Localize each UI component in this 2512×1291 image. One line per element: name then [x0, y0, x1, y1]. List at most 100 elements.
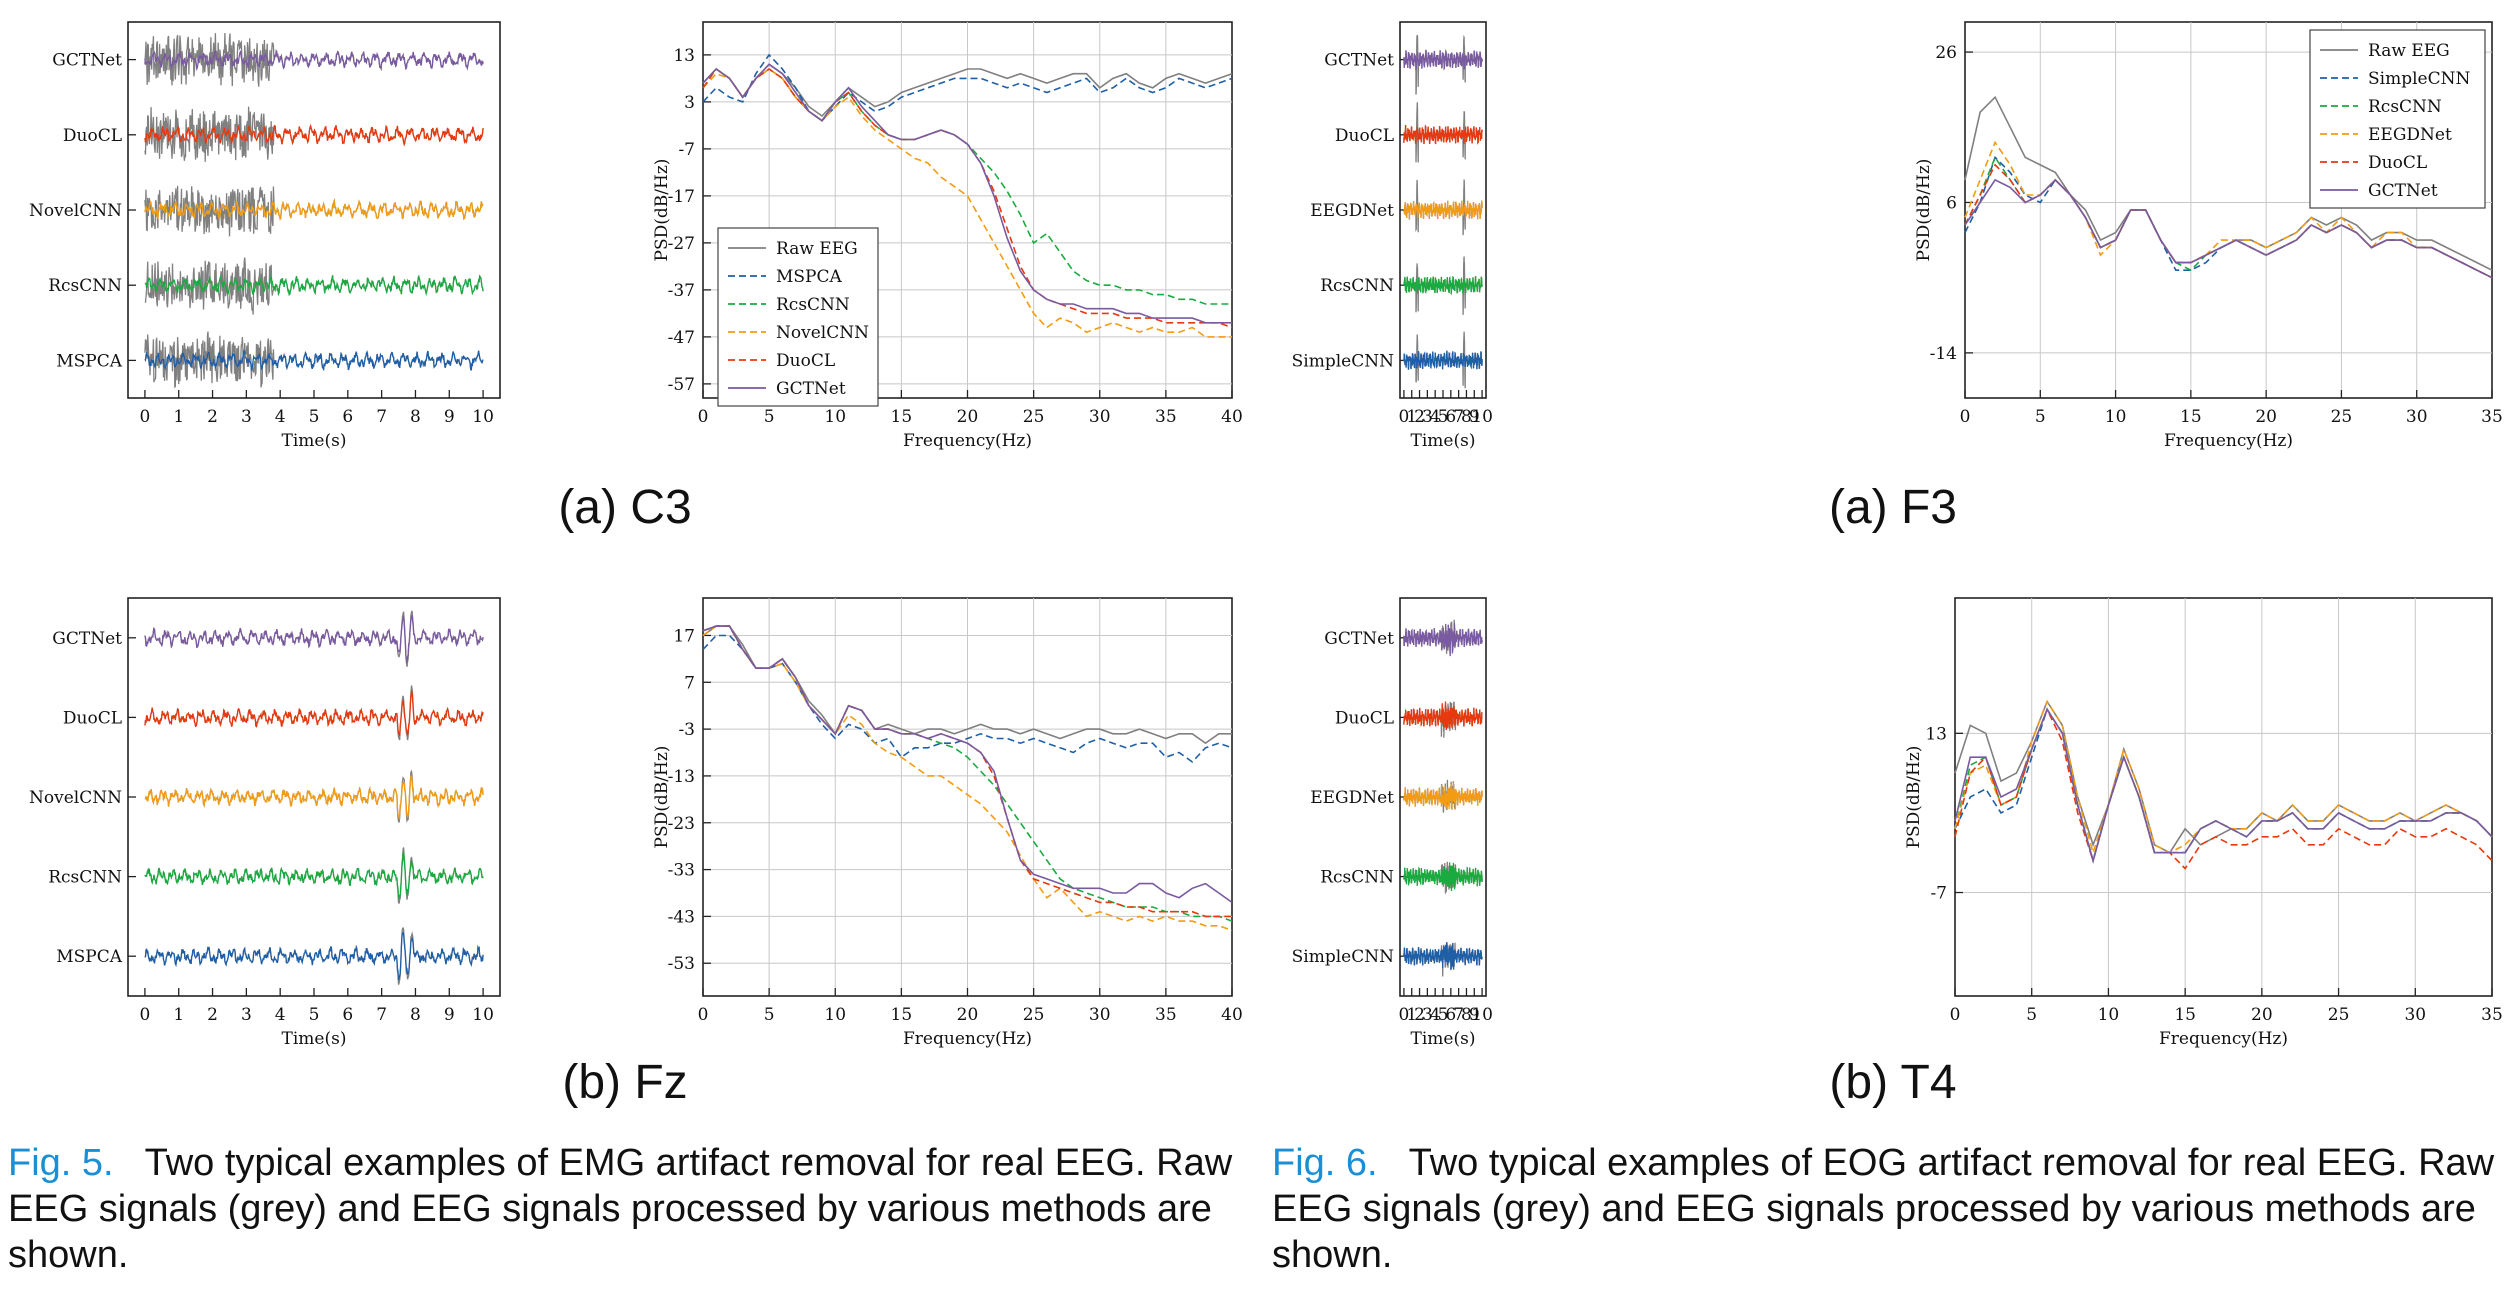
x-tick-label-t4-time-0: 0 [1398, 1005, 1409, 1025]
x-tick-label-c3-psd-15: 15 [891, 407, 913, 427]
x-tick-label-c3-psd-35: 35 [1155, 407, 1177, 427]
x-tick-label-fz-psd-35: 35 [1155, 1005, 1177, 1025]
series-line-c3-psd-gctnet [702, 63, 1232, 324]
y-tick-label-fz-psd--3: -3 [678, 720, 695, 740]
x-tick-label-t4-time-5: 5 [1438, 1005, 1449, 1025]
x-tick-label-fz-time-8: 8 [410, 1005, 421, 1025]
x-tick-label-f3-time-3: 3 [1422, 407, 1433, 427]
series-line-t4-psd-duocl [1954, 707, 2493, 870]
y-tick-label-fz-psd-17: 17 [673, 626, 695, 646]
subfigure-label-c3: (a) C3 [558, 481, 692, 534]
y-tick-label-fz-psd--13: -13 [668, 767, 695, 787]
x-tick-label-fz-time-10: 10 [472, 1005, 494, 1025]
x-tick-label-c3-time-4: 4 [275, 407, 286, 427]
x-tick-label-fz-psd-25: 25 [1023, 1005, 1045, 1025]
x-tick-label-c3-psd-10: 10 [824, 407, 846, 427]
x-tick-label-fz-psd-5: 5 [764, 1005, 775, 1025]
y-tick-label-c3-psd--7: -7 [678, 140, 695, 160]
clean-trace-t4-time-simplecnn [1403, 942, 1483, 971]
x-tick-label-c3-time-1: 1 [173, 407, 184, 427]
legend-label-c3-psd-raw-eeg: Raw EEG [776, 239, 858, 259]
x-tick-label-f3-time-6: 6 [1445, 407, 1456, 427]
series-line-t4-psd-gctnet [1954, 707, 2493, 864]
x-axis-label-c3-time: Time(s) [282, 431, 347, 451]
y-tick-label-fz-psd--23: -23 [668, 814, 695, 834]
x-tick-label-t4-psd-0: 0 [1950, 1005, 1961, 1025]
x-axis-label-c3-psd: Frequency(Hz) [903, 431, 1032, 451]
x-tick-label-c3-psd-0: 0 [698, 407, 709, 427]
y-tick-label-f3-psd-6: 6 [1946, 193, 1957, 213]
clean-trace-c3-time-duocl [144, 123, 484, 147]
y-tick-label-c3-psd--37: -37 [668, 281, 695, 301]
x-tick-label-f3-time-4: 4 [1430, 407, 1441, 427]
x-tick-label-t4-time-9: 9 [1469, 1005, 1480, 1025]
x-tick-label-fz-psd-10: 10 [824, 1005, 846, 1025]
x-axis-label-t4-psd: Frequency(Hz) [2159, 1029, 2288, 1049]
x-axis-label-f3-time: Time(s) [1411, 431, 1476, 451]
series-line-t4-psd-raw-eeg [1954, 699, 2493, 854]
subfigure-label-t4: (b) T4 [1829, 1056, 1957, 1109]
y-tick-label-t4-psd--7: -7 [1930, 884, 1947, 904]
x-tick-label-f3-time-8: 8 [1461, 407, 1472, 427]
x-tick-label-c3-time-6: 6 [342, 407, 353, 427]
caption-fig5-label: Fig. 5. [8, 1142, 114, 1184]
x-tick-label-fz-time-5: 5 [309, 1005, 320, 1025]
clean-trace-f3-time-rcscnn [1403, 275, 1483, 295]
x-tick-label-fz-psd-30: 30 [1089, 1005, 1111, 1025]
x-tick-label-c3-time-10: 10 [472, 407, 494, 427]
signal-label-c3-time-duocl: DuoCL [63, 126, 122, 146]
series-line-fz-psd-novelcnn [702, 625, 1233, 932]
subfigure-label-fz: (b) Fz [562, 1056, 688, 1109]
x-tick-label-c3-time-7: 7 [376, 407, 387, 427]
x-tick-label-f3-psd-5: 5 [2035, 407, 2046, 427]
signal-label-c3-time-rcscnn: RcsCNN [48, 276, 122, 296]
signal-label-c3-time-novelcnn: NovelCNN [29, 201, 122, 221]
caption-fig5: Fig. 5. Two typical examples of EMG arti… [8, 1140, 1238, 1278]
clean-trace-c3-time-mspca [144, 349, 484, 372]
clean-trace-f3-time-gctnet [1403, 49, 1483, 71]
clean-trace-fz-time-duocl [144, 690, 484, 737]
signal-label-f3-time-eegdnet: EEGDNet [1310, 201, 1394, 221]
clean-trace-f3-time-simplecnn [1403, 350, 1483, 370]
y-axis-label-f3-psd: PSD(dB/Hz) [1914, 159, 1934, 262]
signal-label-t4-time-rcscnn: RcsCNN [1320, 868, 1394, 888]
signal-label-t4-time-eegdnet: EEGDNet [1310, 788, 1394, 808]
signal-label-t4-time-simplecnn: SimpleCNN [1292, 947, 1394, 967]
x-tick-label-t4-time-8: 8 [1461, 1005, 1472, 1025]
signal-label-fz-time-novelcnn: NovelCNN [29, 788, 122, 808]
y-tick-label-c3-psd-13: 13 [673, 46, 695, 66]
caption-fig6-label: Fig. 6. [1272, 1142, 1378, 1184]
y-axis-label-fz-psd: PSD(dB/Hz) [652, 746, 672, 849]
x-tick-label-fz-psd-40: 40 [1221, 1005, 1243, 1025]
legend-box-f3-psd [2309, 29, 2486, 209]
x-axis-label-f3-psd: Frequency(Hz) [2164, 431, 2293, 451]
signal-label-fz-time-rcscnn: RcsCNN [48, 868, 122, 888]
y-tick-label-fz-psd-7: 7 [684, 673, 695, 693]
x-tick-label-c3-time-9: 9 [444, 407, 455, 427]
x-tick-label-f3-time-9: 9 [1469, 407, 1480, 427]
clean-trace-t4-time-eegdnet [1403, 782, 1483, 810]
x-axis-label-t4-time: Time(s) [1411, 1029, 1476, 1049]
clean-trace-fz-time-gctnet [144, 615, 484, 663]
legend-label-c3-psd-gctnet: GCTNet [776, 379, 846, 399]
signal-label-t4-time-gctnet: GCTNet [1324, 629, 1394, 649]
y-tick-label-fz-psd--53: -53 [668, 954, 695, 974]
x-tick-label-t4-psd-10: 10 [2098, 1005, 2120, 1025]
legend-label-c3-psd-mspca: MSPCA [776, 267, 842, 287]
y-tick-label-c3-psd-3: 3 [684, 93, 695, 113]
series-line-f3-psd-gctnet [1964, 178, 2493, 279]
clean-trace-t4-time-duocl [1403, 701, 1483, 731]
x-tick-label-c3-psd-40: 40 [1221, 407, 1243, 427]
legend-label-c3-psd-duocl: DuoCL [776, 351, 835, 371]
clean-trace-c3-time-novelcnn [144, 198, 484, 221]
x-tick-label-c3-time-0: 0 [139, 407, 150, 427]
x-tick-label-t4-time-7: 7 [1453, 1005, 1464, 1025]
legend-label-f3-psd-eegdnet: EEGDNet [2368, 125, 2452, 145]
series-line-fz-psd-mspca [702, 634, 1233, 763]
x-tick-label-c3-time-5: 5 [309, 407, 320, 427]
clean-trace-fz-time-mspca [144, 932, 484, 981]
caption-fig6-text: Two typical examples of EOG artifact rem… [1272, 1142, 2495, 1276]
x-axis-label-fz-time: Time(s) [282, 1029, 347, 1049]
x-tick-label-t4-psd-30: 30 [2404, 1005, 2426, 1025]
